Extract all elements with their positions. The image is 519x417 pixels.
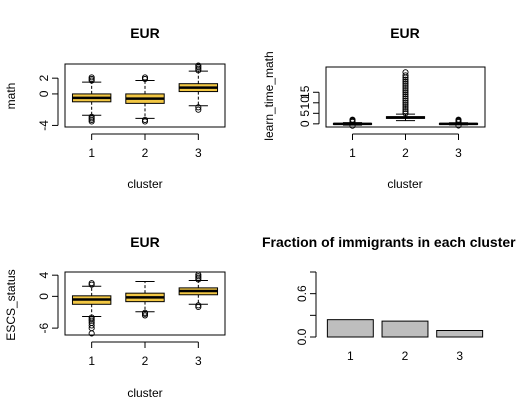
chart-title: Fraction of immigrants in each cluster: [262, 234, 516, 250]
outlier-point: [402, 97, 409, 104]
outlier-point: [195, 104, 202, 111]
outlier-point: [141, 74, 149, 81]
y-axis-label: learn_time_math: [262, 51, 276, 140]
y-tick-label: -4: [37, 120, 51, 131]
outlier-point: [402, 89, 409, 96]
outlier-point: [195, 106, 202, 113]
outlier-point: [402, 108, 409, 115]
y-axis-label: ESCS_status: [4, 269, 18, 340]
bar: [381, 320, 429, 338]
bar: [326, 319, 374, 338]
outlier-point: [88, 74, 95, 81]
outlier-point: [402, 95, 409, 102]
outlier-point: [402, 78, 409, 85]
x-axis-label: cluster: [387, 177, 422, 191]
outlier-point: [141, 312, 149, 319]
chart-title: EUR: [130, 25, 160, 41]
outlier-point: [141, 118, 149, 125]
chart-title: EUR: [390, 25, 420, 41]
outlier-point: [88, 322, 95, 329]
x-tick-label: 2: [142, 354, 149, 368]
x-tick-label: 3: [195, 354, 202, 368]
chart-title: EUR: [130, 234, 160, 250]
plot-frame: [64, 63, 226, 128]
y-axis-label: math: [4, 83, 18, 110]
plot-frame: [64, 271, 226, 336]
outlier-point: [402, 103, 409, 111]
outlier-point: [402, 93, 409, 100]
y-tick-label: 0: [298, 120, 312, 127]
x-tick-label: 1: [349, 146, 356, 160]
outlier-point: [402, 101, 409, 108]
plot-frame: [325, 66, 486, 128]
outlier-point: [88, 118, 95, 125]
outlier-point: [88, 330, 95, 337]
x-tick-label: 1: [347, 349, 354, 363]
outlier-point: [195, 271, 202, 278]
x-tick-label: 3: [456, 349, 463, 363]
outlier-point: [455, 116, 462, 123]
outlier-point: [88, 280, 95, 287]
x-tick-label: 2: [402, 349, 409, 363]
y-tick-label: 0: [37, 90, 51, 97]
outlier-point: [402, 69, 409, 76]
outlier-point: [402, 106, 409, 113]
outlier-point: [402, 87, 409, 94]
y-tick-label: 4: [37, 272, 51, 279]
y-tick-label: 10: [298, 96, 312, 110]
outlier-point: [195, 303, 202, 310]
x-tick-label: 3: [455, 146, 462, 160]
outlier-point: [402, 82, 409, 89]
outlier-point: [402, 85, 409, 92]
outlier-point: [402, 72, 409, 79]
outlier-point: [402, 80, 409, 87]
outlier-point: [402, 76, 409, 83]
y-tick-label: 0.0: [295, 328, 309, 345]
x-axis-label: cluster: [127, 177, 162, 191]
y-tick-label: 2: [37, 75, 51, 82]
y-tick-label: -6: [37, 322, 51, 333]
x-tick-label: 1: [88, 354, 95, 368]
outlier-point: [402, 110, 409, 117]
x-axis-label: cluster: [127, 386, 162, 400]
bar: [436, 330, 484, 338]
outlier-point: [402, 99, 409, 106]
y-tick-label: 5: [298, 110, 312, 117]
outlier-point: [195, 62, 202, 69]
x-tick-label: 3: [195, 146, 202, 160]
outlier-point: [402, 91, 409, 98]
x-tick-label: 2: [402, 146, 409, 160]
y-tick-label: 15: [298, 85, 312, 99]
x-tick-label: 1: [88, 146, 95, 160]
x-tick-label: 2: [142, 146, 149, 160]
y-tick-label: 0: [37, 293, 51, 300]
y-tick-label: 0.6: [295, 285, 309, 302]
outlier-point: [349, 116, 356, 123]
